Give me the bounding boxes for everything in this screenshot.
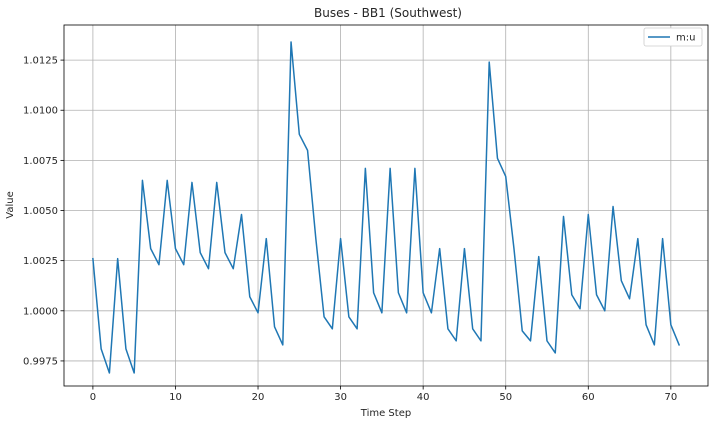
series-layer	[92, 41, 681, 374]
x-tick-label: 20	[252, 392, 265, 403]
y-axis-ticks: 0.9975 1.0000 1.0025 1.0050 1.0075 1.0100 1.01…	[23, 56, 64, 367]
x-tick-label: 0	[90, 392, 96, 403]
y-axis-label: Value	[5, 191, 16, 218]
x-tick-label: 40	[417, 392, 430, 403]
x-tick-label: 50	[499, 392, 512, 403]
x-axis-label: Time Step	[360, 408, 411, 419]
legend-label-m-u: m:u	[676, 33, 695, 44]
plot-area	[63, 24, 709, 387]
x-tick-label: 60	[582, 392, 595, 403]
series-line-m-u	[92, 41, 681, 374]
x-tick-label: 10	[169, 392, 182, 403]
legend: m:u	[643, 27, 703, 47]
y-tick-label: 1.0050	[23, 206, 58, 217]
y-tick-label: 1.0000	[23, 306, 58, 317]
y-tick-label: 1.0100	[23, 106, 58, 117]
y-tick-label: 1.0125	[23, 56, 58, 67]
y-tick-label: 0.9975	[23, 356, 58, 367]
chart-title: Buses - BB1 (Southwest)	[314, 6, 462, 20]
y-tick-label: 1.0075	[23, 156, 58, 167]
x-axis-ticks: 0 10 20 30 40 50 60 70	[90, 386, 677, 403]
x-tick-label: 70	[664, 392, 677, 403]
x-tick-label: 30	[334, 392, 347, 403]
y-tick-label: 1.0025	[23, 256, 58, 267]
legend-box	[643, 27, 703, 47]
